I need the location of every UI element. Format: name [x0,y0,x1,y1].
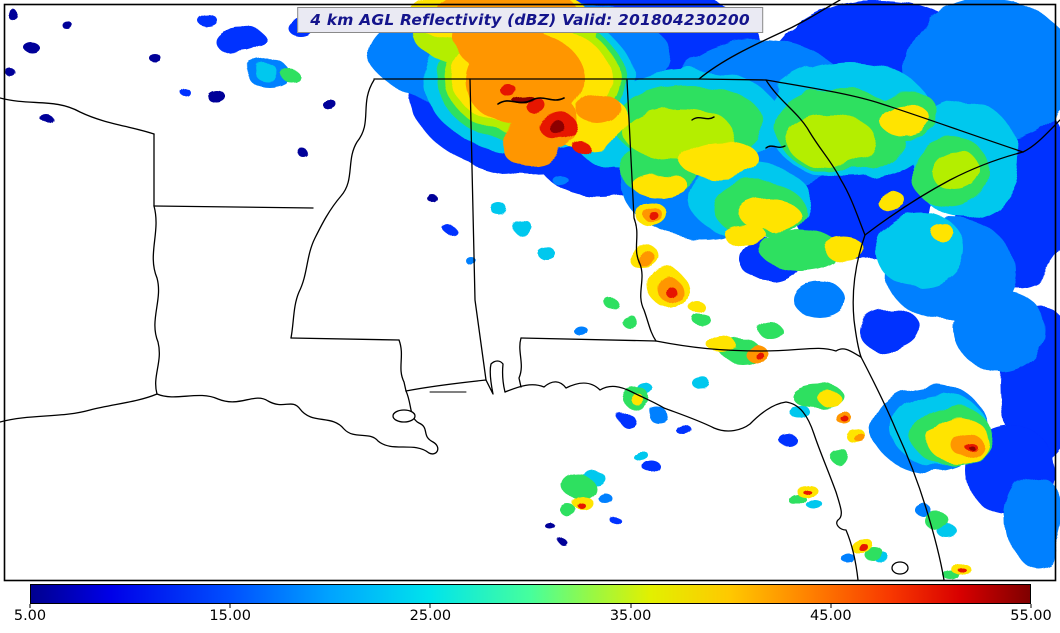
echo-layer-5-10dbz [6,10,566,544]
border-al-fl [520,337,657,342]
colorbar-labels: 5.00 15.00 25.00 35.00 45.00 55.00 [14,608,1052,628]
radar-map-svg [0,0,1060,582]
border-ms-al [469,78,487,381]
colorbar-ticks [29,604,1032,608]
colorbar-tick [830,604,832,608]
lake-okeechobee [891,561,909,575]
coast-gulf [0,390,439,455]
coast-fl-panhandle-west [504,381,859,581]
map-border [3,3,1057,582]
border-fl-ga [655,340,862,358]
colorbar [30,584,1031,604]
border-pearl-river [398,339,407,392]
colorbar-tick-label: 45.00 [810,608,852,624]
colorbar-tick [229,604,231,608]
coast-ms-al [405,360,506,395]
echo-layer-25-30dbz [283,14,992,579]
map-area: 4 km AGL Reflectivity (dBZ) Valid: 20180… [0,0,1060,582]
border-al-ga [626,79,657,342]
colorbar-tick [1030,604,1032,608]
colorbar-tick [630,604,632,608]
border-savannah-river [765,79,866,236]
map-title: 4 km AGL Reflectivity (dBZ) Valid: 20180… [297,7,763,33]
river-squiggle-ga-1 [691,116,715,121]
border-ar-la [153,205,314,209]
border-perdido-river [518,337,522,388]
colorbar-tick [429,604,431,608]
colorbar-tick-label: 25.00 [409,608,452,624]
border-red-river [0,97,155,135]
border-sabine-river [152,205,160,395]
border-la-ms [290,337,400,341]
coast-sc [864,119,1060,236]
coast-ga [852,234,866,358]
lake-pontchartrain [392,409,416,423]
tennessee-river [497,97,565,105]
state-borders [0,0,1060,581]
colorbar-tick-label: 5.00 [13,608,47,624]
coast-fl-atlantic [860,356,945,581]
border-mississippi-river [290,79,375,339]
colorbar-tick-label: 55.00 [1010,608,1052,624]
border-tn-nc [698,0,841,80]
radar-echoes [6,0,1060,579]
colorbar-tick [29,604,31,608]
colorbar-tick-label: 35.00 [609,608,652,624]
border-nc-sc [765,79,1024,153]
river-squiggle-ga-2 [765,145,786,149]
colorbar-tick-label: 15.00 [209,608,251,624]
